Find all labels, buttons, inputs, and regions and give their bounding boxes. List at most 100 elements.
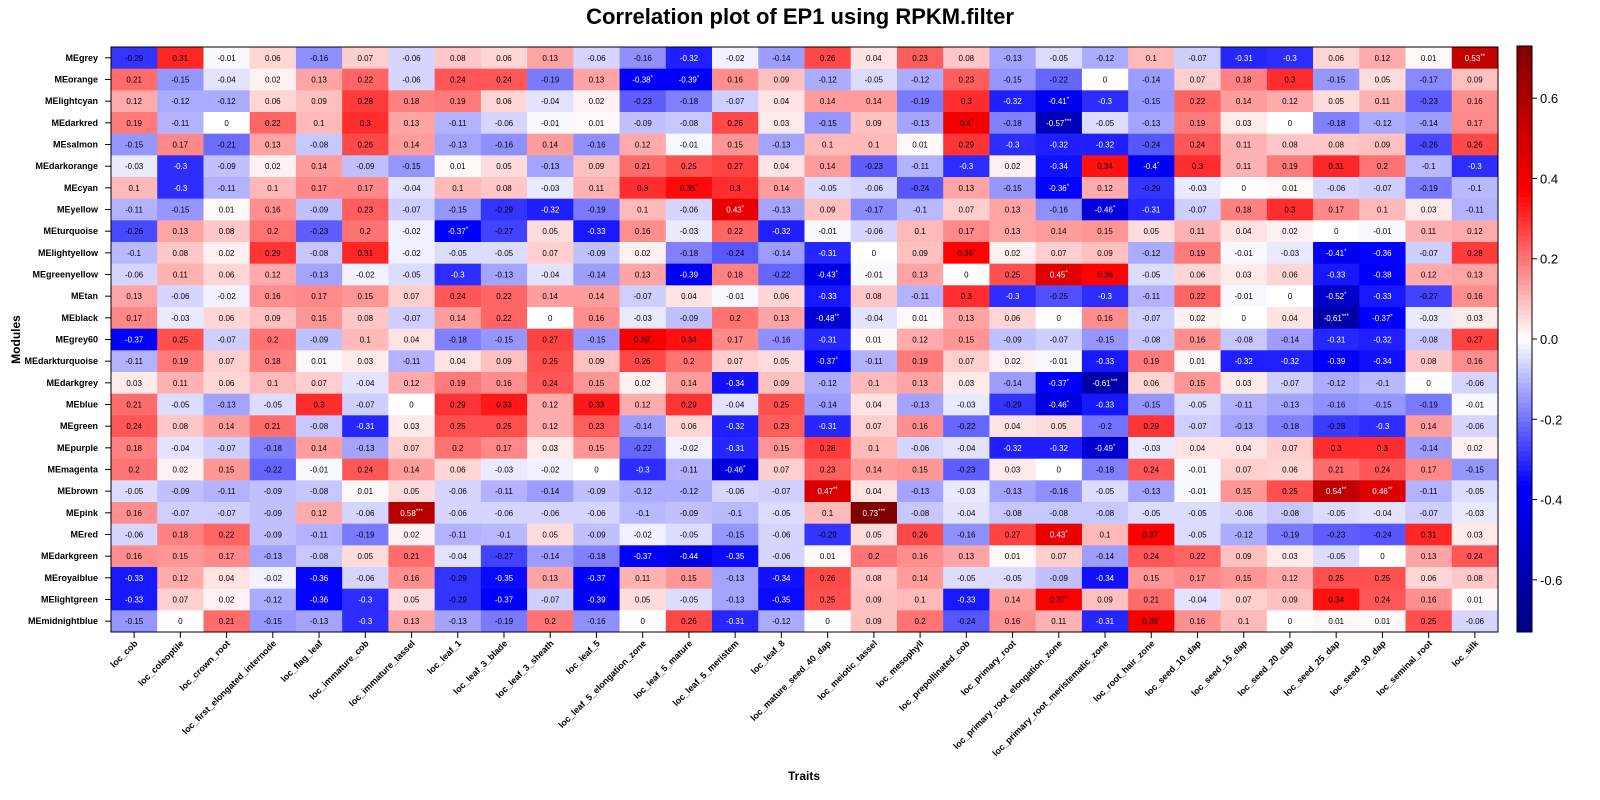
heatmap-cell (1220, 567, 1268, 590)
heatmap-cell-label: 0.07 (866, 422, 882, 431)
heatmap-cell-label: -0.23 (310, 227, 329, 236)
heatmap-cell-label: -0.02 (402, 227, 421, 236)
heatmap-cell-label: -0.1 (636, 509, 650, 518)
heatmap-cell-label: 0.16 (1190, 617, 1206, 626)
heatmap-cell (758, 307, 805, 330)
heatmap-cell-label: 0.15 (589, 379, 605, 388)
heatmap-cell-label: -0.05 (1142, 509, 1161, 518)
heatmap-cell (1451, 220, 1499, 243)
heatmap-cell-label: -0.13 (772, 141, 791, 150)
heatmap-cell-label: 0.1 (868, 444, 880, 453)
heatmap-cell-label: -0.12 (264, 596, 283, 605)
heatmap-cell-label: 0.3 (961, 97, 973, 106)
heatmap-cell (896, 220, 944, 243)
heatmap-cell-label: 0.12 (912, 336, 928, 345)
row-label: MEyellow (57, 205, 99, 215)
heatmap-cell (1128, 415, 1175, 438)
heatmap-cell (1266, 242, 1314, 265)
colorbar-segment (1517, 255, 1532, 262)
heatmap-cell (342, 47, 389, 70)
heatmap-cell-label: 0.04 (1236, 227, 1252, 236)
heatmap-cell (1081, 155, 1129, 178)
significance-mark: ** (1480, 54, 1485, 60)
heatmap-cell (480, 502, 528, 525)
heatmap-cell (665, 307, 713, 330)
heatmap-cell (388, 328, 436, 351)
heatmap-cell (388, 393, 436, 416)
heatmap-cell-label: 0.13 (404, 617, 420, 626)
heatmap-cell (943, 90, 990, 113)
heatmap-cell-label: 0.3 (637, 184, 649, 193)
heatmap-cell (1266, 393, 1314, 416)
heatmap-cell-label: 0 (872, 249, 877, 258)
heatmap-cell (1220, 523, 1268, 546)
row-label: MElightgreen (41, 595, 98, 605)
heatmap-cell-label: 0.11 (589, 184, 605, 193)
heatmap-cell-label: 0.03 (126, 379, 142, 388)
row-label: MEturquoise (43, 226, 98, 236)
heatmap-cell-label: 0.01 (1005, 552, 1021, 561)
heatmap-cell (1313, 47, 1360, 70)
row-label: MEtan (71, 291, 98, 301)
heatmap-cell-label: 0.07 (404, 444, 420, 453)
heatmap-cell (1174, 285, 1221, 308)
heatmap-cell-label: -0.07 (217, 509, 236, 518)
heatmap-cell (1451, 372, 1499, 395)
heatmap-cell (1313, 545, 1360, 568)
heatmap-cell-label: -0.03 (1281, 249, 1300, 258)
heatmap-cell (712, 458, 759, 481)
heatmap-cell-label: 0.05 (866, 531, 882, 540)
colorbar-segment (1517, 50, 1532, 57)
heatmap-cell (111, 133, 158, 156)
row-label: MEgrey (65, 53, 98, 63)
heatmap-cell (388, 523, 436, 546)
heatmap-cell-label: 0.25 (542, 357, 558, 366)
heatmap-cell (896, 328, 944, 351)
heatmap-cell (434, 480, 482, 503)
heatmap-cell-label: -0.36 (310, 574, 329, 583)
heatmap-cell-label: -0.01 (726, 292, 745, 301)
heatmap-cell (943, 242, 990, 265)
heatmap-cell-label: 0.08 (173, 249, 189, 258)
colorbar-segment (1517, 251, 1532, 257)
heatmap-cell-label: 0 (1057, 314, 1062, 323)
heatmap-cell-label: 0.27 (542, 336, 558, 345)
heatmap-cell-label: -0.23 (957, 466, 976, 475)
heatmap-cell-label: -0.26 (1420, 141, 1439, 150)
colorbar-segment (1517, 46, 1532, 52)
heatmap-cell (1035, 112, 1083, 135)
heatmap-cell-label: -0.04 (1188, 596, 1207, 605)
heatmap-cell-label: 0.43* (1050, 531, 1069, 540)
heatmap-cell (342, 415, 389, 438)
heatmap-cell-label: -0.12 (819, 379, 838, 388)
heatmap-cell-label: -0.12 (1235, 531, 1254, 540)
heatmap-cell (480, 263, 528, 286)
heatmap-cell (943, 372, 990, 395)
heatmap-cell (1128, 68, 1175, 91)
heatmap-cell-label: 0.3 (1284, 76, 1296, 85)
heatmap-cell (804, 68, 852, 91)
heatmap-cell-label: 0.43* (726, 206, 745, 215)
heatmap-cell-label: 0.17 (219, 552, 235, 561)
heatmap-cell (1405, 285, 1453, 308)
heatmap-cell-label: -0.14 (819, 401, 838, 410)
heatmap-cell-label: -0.1 (1376, 379, 1390, 388)
colorbar-segment (1517, 99, 1532, 106)
heatmap-cell-label: -0.12 (217, 97, 236, 106)
heatmap-cell-label: -0.22 (957, 422, 976, 431)
heatmap-cell-label: 0.1 (452, 184, 464, 193)
heatmap-cell (480, 458, 528, 481)
colorbar-segment (1517, 431, 1532, 438)
heatmap-cell-label: 0.12 (1097, 184, 1113, 193)
heatmap-cell-label: 0.06 (1190, 271, 1206, 280)
heatmap-cell (665, 437, 713, 460)
heatmap-cell (896, 393, 944, 416)
heatmap-cell-label: -0.04 (957, 509, 976, 518)
heatmap-cell (342, 155, 389, 178)
heatmap-cell (896, 415, 944, 438)
colorbar-segment (1517, 436, 1532, 443)
heatmap-cell-label: 0.12 (173, 574, 189, 583)
heatmap-cell-label: -0.15 (1142, 97, 1161, 106)
heatmap-cell (1359, 480, 1406, 503)
heatmap-cell-label: -0.32 (680, 54, 699, 63)
